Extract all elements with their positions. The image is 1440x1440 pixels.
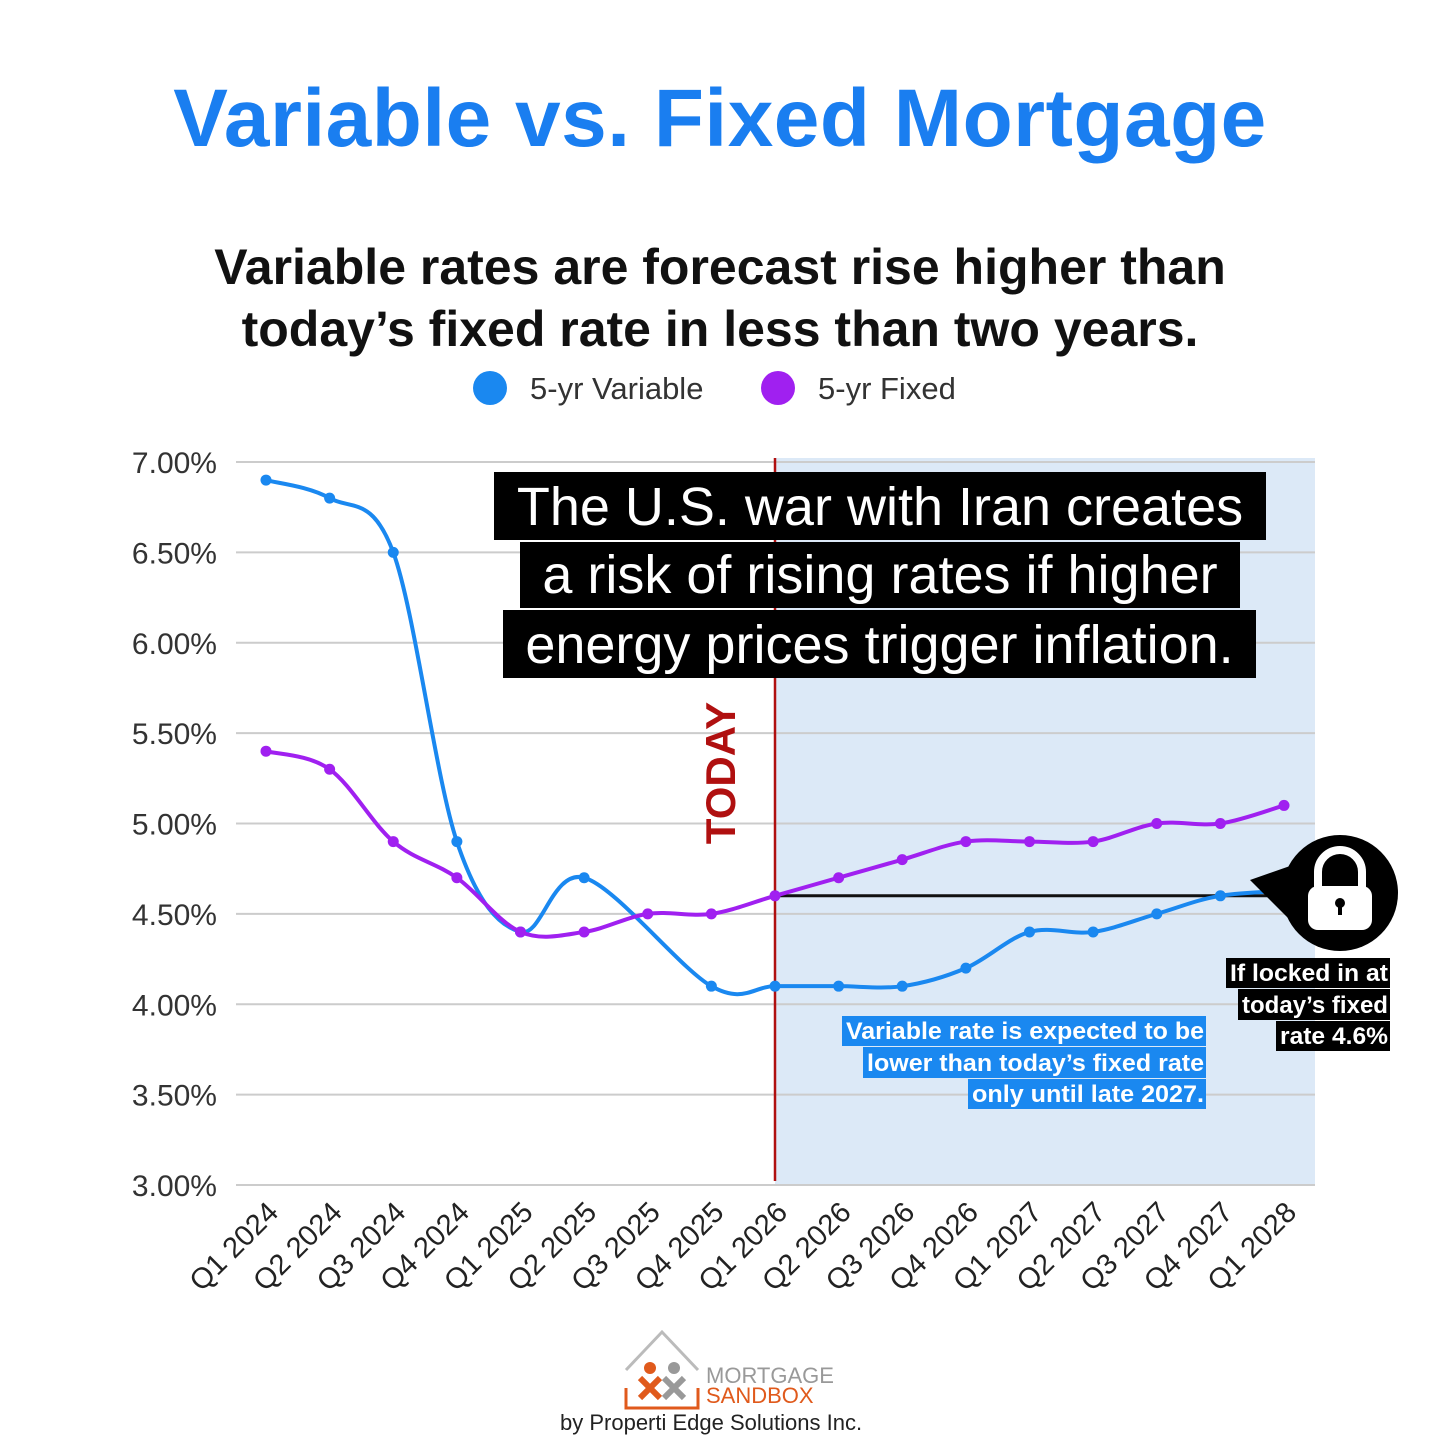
data-point [896, 854, 908, 866]
data-point [260, 745, 272, 757]
data-point [1087, 836, 1099, 848]
data-point [769, 980, 781, 992]
annotation-variable-bg [863, 1047, 1206, 1078]
series-fixed [260, 745, 1290, 939]
data-point [896, 980, 908, 992]
data-point [324, 763, 336, 775]
logo-text-sandbox: SANDBOX [706, 1383, 814, 1408]
data-point [324, 492, 336, 504]
data-point [578, 872, 590, 884]
annotation-locked-line: If locked in at [1230, 960, 1388, 987]
data-point [1024, 926, 1035, 938]
annotation-locked-bg [1226, 958, 1390, 988]
annotation-locked-bg [1238, 989, 1390, 1020]
page-title: Variable vs. Fixed Mortgage [173, 73, 1267, 164]
legend-marker [761, 371, 795, 405]
chart-subtitle: Variable rates are forecast rise higher … [0, 236, 1440, 360]
y-tick-label: 5.50% [132, 718, 217, 751]
data-point [515, 926, 526, 938]
data-point [1151, 908, 1163, 920]
y-tick-label: 4.50% [132, 899, 217, 932]
data-point [260, 474, 272, 486]
data-point [833, 872, 845, 884]
data-point [833, 980, 845, 992]
y-tick-label: 6.50% [132, 537, 217, 570]
subtitle-line-2: today’s fixed rate in less than two year… [241, 301, 1199, 357]
data-point [1214, 890, 1226, 902]
data-point [769, 890, 781, 902]
annotation-variable-line: only until late 2027. [972, 1081, 1204, 1108]
data-point [1214, 818, 1226, 829]
y-tick-label: 5.00% [132, 809, 217, 842]
data-point [960, 962, 972, 974]
data-point [578, 926, 590, 938]
today-label: TODAY [697, 702, 744, 844]
annotation-main-bg [520, 542, 1240, 608]
footer-byline: by Properti Edge Solutions Inc. [560, 1410, 863, 1435]
y-tick-label: 3.50% [132, 1080, 217, 1113]
y-tick-label: 7.00% [132, 447, 217, 480]
annotation-main-line: The U.S. war with Iran creates [517, 477, 1243, 537]
logo-text-mortgage: MORTGAGE [706, 1363, 834, 1388]
annotation-variable-bg [968, 1079, 1206, 1109]
data-point [1024, 836, 1035, 848]
series-variable [260, 474, 1301, 997]
data-point [705, 908, 717, 920]
annotation-locked-line: today’s fixed [1242, 992, 1388, 1019]
y-tick-label: 6.00% [132, 628, 217, 661]
annotation-locked-bg [1276, 1021, 1390, 1051]
legend-label: 5-yr Variable [530, 371, 703, 406]
data-point [1087, 926, 1099, 938]
y-tick-label: 3.00% [132, 1170, 217, 1203]
data-point [451, 836, 463, 848]
padlock-icon [1250, 835, 1398, 951]
annotation-locked-line: rate 4.6% [1280, 1023, 1388, 1050]
annotation-main-line: a risk of rising rates if higher [542, 545, 1217, 605]
legend-marker [473, 371, 507, 405]
subtitle-line-1: Variable rates are forecast rise higher … [214, 239, 1226, 295]
data-point [1278, 799, 1290, 811]
annotation-variable-line: lower than today’s fixed rate [867, 1050, 1204, 1077]
data-point [387, 546, 399, 558]
y-tick-label: 4.00% [132, 989, 217, 1022]
annotation-variable-line: Variable rate is expected to be [846, 1018, 1204, 1045]
annotation-main-bg [503, 610, 1256, 678]
legend-label: 5-yr Fixed [818, 371, 956, 406]
data-point [960, 836, 972, 848]
series-line [265, 478, 1301, 997]
annotation-main-line: energy prices trigger inflation. [525, 615, 1233, 675]
annotation-main-bg [494, 472, 1266, 540]
data-point [387, 836, 399, 848]
data-point [642, 908, 654, 920]
data-point [451, 872, 463, 884]
data-point [705, 980, 717, 992]
annotation-variable-bg [842, 1016, 1206, 1046]
data-point [1151, 818, 1163, 829]
